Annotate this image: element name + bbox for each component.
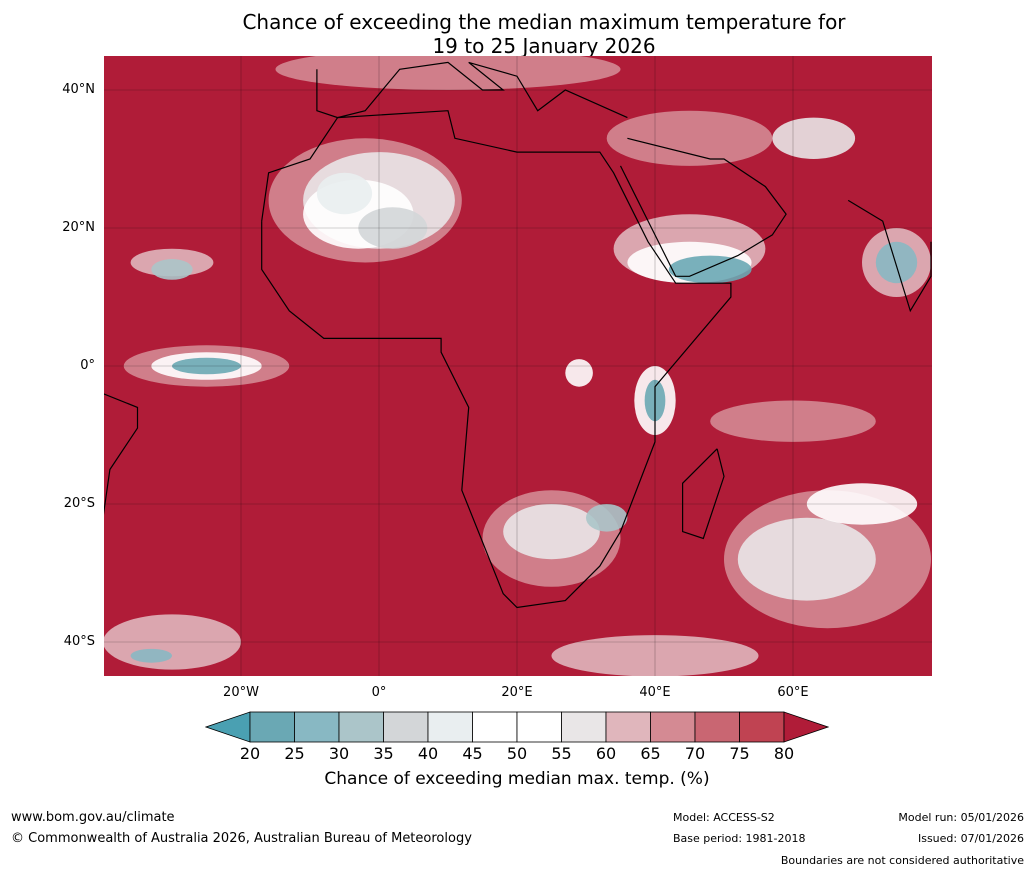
lat-label: 40°S: [63, 634, 95, 649]
colorbar-swatch: [249, 711, 295, 743]
colorbar-swatch: [694, 711, 740, 743]
colorbar-over-arrow: [783, 711, 829, 743]
colorbar-swatch: [650, 711, 696, 743]
probability-region: [806, 483, 918, 525]
colorbar-swatch: [561, 711, 607, 743]
colorbar-swatch: [605, 711, 651, 743]
colorbar-swatch: [383, 711, 429, 743]
colorbar: [205, 711, 829, 743]
map-title-line2: 19 to 25 January 2026: [432, 34, 656, 58]
colorbar-label: Chance of exceeding median max. temp. (%…: [324, 769, 710, 789]
colorbar-tick: 35: [373, 744, 394, 763]
colorbar-swatch: [338, 711, 384, 743]
lon-label: 0°: [371, 685, 387, 700]
probability-region: [130, 648, 172, 663]
colorbar-swatch: [739, 711, 785, 743]
colorbar-swatch: [427, 711, 473, 743]
colorbar-tick: 75: [729, 744, 750, 763]
colorbar-tick: 80: [773, 744, 795, 763]
lat-label: 0°: [80, 358, 95, 373]
probability-region: [316, 172, 373, 215]
colorbar-tick: 20: [239, 744, 261, 763]
probability-region: [275, 56, 621, 90]
footer-issued: Issued: 07/01/2026: [917, 832, 1024, 845]
footer-base-period: Base period: 1981-2018: [673, 832, 806, 845]
lat-label: 40°N: [62, 82, 95, 97]
probability-region: [151, 259, 193, 280]
coastline-africa: [261, 110, 732, 609]
lat-label: 20°N: [62, 220, 95, 235]
colorbar-tick: 65: [640, 744, 661, 763]
probability-region: [606, 110, 773, 166]
lat-label: 20°S: [63, 496, 95, 511]
footer-model: Model: ACCESS-S2: [673, 811, 775, 824]
probability-region: [172, 357, 241, 375]
coastline-arabia: [619, 137, 787, 277]
coastline-india: [847, 199, 932, 313]
colorbar-tick: 25: [284, 744, 305, 763]
colorbar-swatch: [472, 711, 518, 743]
probability-map: [104, 56, 932, 676]
colorbar-swatch: [294, 711, 340, 743]
probability-region: [772, 117, 856, 159]
probability-region: [710, 400, 876, 442]
colorbar-tick: 30: [328, 744, 350, 763]
probability-region: [737, 517, 876, 601]
probability-region: [586, 504, 628, 532]
colorbar-tick: 55: [551, 744, 572, 763]
colorbar-tick: 45: [462, 744, 483, 763]
colorbar-under-arrow: [205, 711, 251, 743]
colorbar-tick: 50: [506, 744, 528, 763]
probability-region: [503, 504, 600, 560]
coastline-samerica: [104, 393, 139, 516]
probability-region: [358, 207, 428, 249]
colorbar-tick: 60: [595, 744, 617, 763]
lon-label: 60°E: [777, 685, 809, 700]
probability-region: [668, 255, 752, 284]
coastline-europe: [316, 61, 628, 119]
footer-url[interactable]: www.bom.gov.au/climate: [11, 810, 175, 825]
footer-model-run: Model run: 05/01/2026: [898, 811, 1024, 824]
footer-copyright: © Commonwealth of Australia 2026, Austra…: [11, 831, 472, 846]
colorbar-swatch: [516, 711, 562, 743]
lon-label: 40°E: [639, 685, 671, 700]
colorbar-tick: 70: [684, 744, 706, 763]
colorbar-tick: 40: [417, 744, 439, 763]
coastline-madagascar: [681, 448, 725, 540]
probability-region: [565, 359, 593, 387]
lon-label: 20°E: [501, 685, 533, 700]
lon-label: 20°W: [223, 685, 259, 700]
map-title-line1: Chance of exceeding the median maximum t…: [242, 10, 846, 34]
probability-region: [875, 241, 918, 284]
footer-disclaimer: Boundaries are not considered authoritat…: [780, 854, 1024, 867]
probability-region: [551, 635, 759, 676]
